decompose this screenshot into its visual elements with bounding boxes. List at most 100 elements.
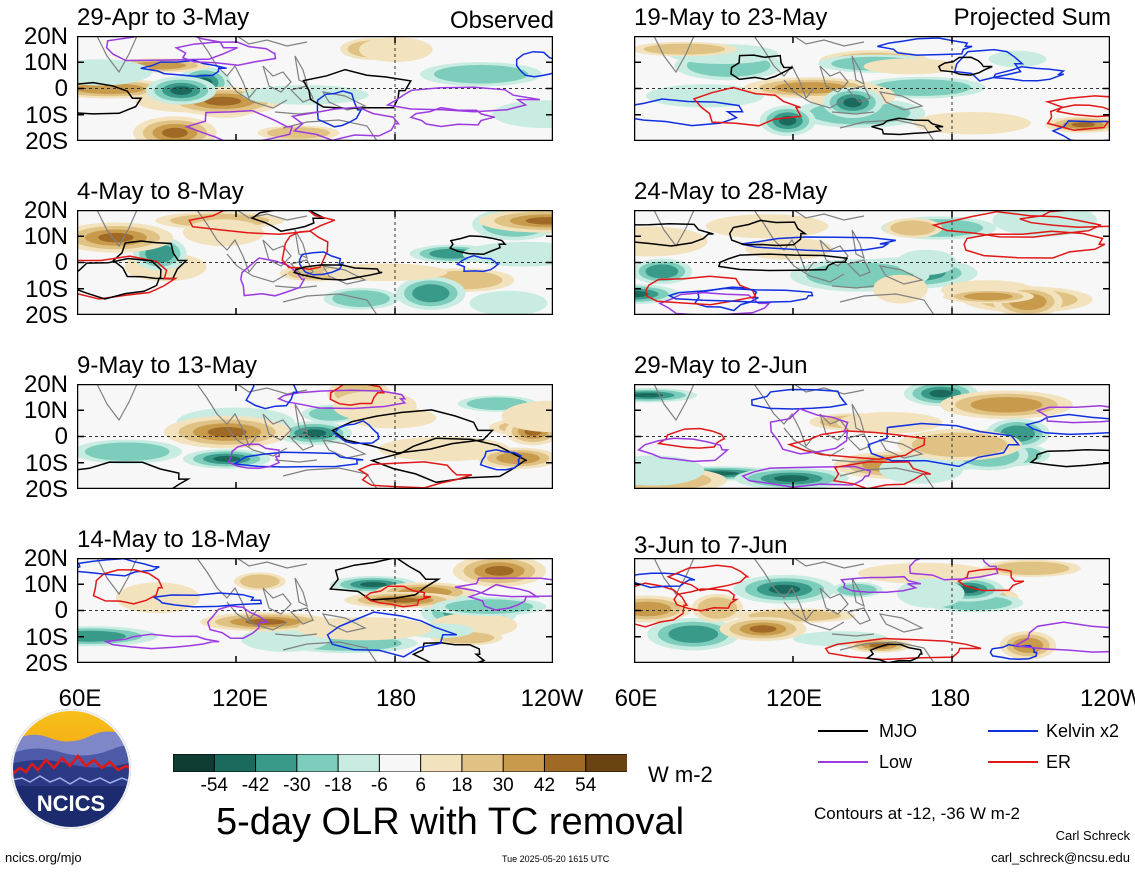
wave-contour: [151, 592, 263, 608]
wave-contour: [824, 637, 982, 661]
olr-anomaly-blob: [863, 58, 958, 75]
author-email[interactable]: carl_schreck@ncsu.edu: [991, 850, 1130, 865]
lat-tick: 20S: [25, 650, 68, 677]
wave-contour: [717, 253, 849, 272]
wave-contour: [188, 210, 336, 235]
wave-contour: [77, 81, 143, 115]
lat-tick: 20N: [23, 371, 68, 398]
wave-contour: [871, 117, 944, 136]
coastlines: [96, 558, 378, 663]
colorbar-tick-label: -54: [200, 775, 228, 796]
wave-contour: [937, 56, 993, 76]
wave-contour: [667, 287, 814, 304]
website-link[interactable]: ncics.org/mjo: [5, 850, 82, 865]
panel-title-1: 29-Apr to 3-May: [77, 4, 250, 31]
olr-anomaly-blob: [182, 219, 264, 247]
lat-tick: 0: [54, 249, 68, 276]
colorbar-swatch: [461, 753, 505, 773]
wave-contour: [751, 388, 848, 410]
lat-tick: 0: [54, 75, 68, 102]
olr-anomaly-blob: [469, 290, 548, 315]
wave-contour: [1029, 449, 1110, 468]
wave-contour: [454, 577, 553, 598]
lat-tick: 20S: [25, 476, 68, 503]
colorbar-tick-label: -6: [370, 775, 388, 796]
olr-anomaly-blob: [634, 455, 705, 486]
wave-contour: [666, 564, 750, 592]
wave-contour: [634, 572, 696, 589]
wave-contour: [316, 90, 363, 128]
wave-contour: [240, 257, 306, 297]
wave-contour: [92, 569, 164, 605]
olr-anomaly-blob: [634, 393, 664, 398]
contours-note: Contours at -12, -36 W m-2: [814, 804, 1020, 823]
olr-anomaly-blob: [239, 574, 280, 589]
wave-contour: [656, 427, 726, 449]
lat-tick: 10N: [23, 49, 68, 76]
lon-tick: 120W: [520, 685, 584, 712]
wave-contour: [865, 643, 923, 663]
wave-contour: [329, 384, 386, 406]
wave-contour: [385, 86, 540, 113]
olr-anomaly-blob: [213, 455, 241, 462]
wave-contour: [673, 588, 739, 612]
olr-anomaly-blob: [964, 292, 1013, 301]
colorbar-tick-label: 6: [415, 775, 426, 796]
colorbar-tick-label: -30: [283, 775, 311, 796]
olr-anomaly-blob: [412, 284, 450, 303]
wave-contour: [741, 465, 872, 489]
legend-label-low: Low: [879, 752, 913, 772]
olr-anomaly-blob: [993, 561, 1070, 575]
wave-contour: [479, 449, 523, 471]
olr-anomaly-blob: [501, 400, 553, 433]
olr-anomaly-blob: [207, 427, 247, 438]
panel-title-3: 9-May to 13-May: [77, 352, 258, 379]
olr-anomaly-blob: [668, 625, 719, 643]
colorbar-units: W m-2: [648, 762, 713, 787]
olr-anomaly-blob: [645, 264, 679, 279]
projected-sum-label: Projected Sum: [953, 4, 1111, 31]
lat-tick: 10S: [25, 102, 68, 129]
olr-anomaly-blob: [634, 291, 649, 298]
main-title: 5-day OLR with TC removal: [215, 801, 685, 843]
wave-contour: [1024, 413, 1110, 436]
wave-contour: [448, 235, 507, 255]
lon-tick: 120W: [1080, 687, 1135, 711]
wave-contour: [1051, 120, 1110, 141]
olr-anomaly-blob: [359, 37, 433, 62]
wave-contour: [455, 254, 501, 273]
lat-tick: 10N: [23, 223, 68, 250]
wave-contour: [1046, 104, 1110, 132]
olr-anomaly-blob: [873, 79, 971, 96]
wave-contour: [227, 443, 281, 470]
colorbar-swatch: [255, 753, 298, 773]
wave-contour: [328, 558, 442, 601]
wave-contour: [466, 583, 540, 611]
colorbar-tick-label: 54: [575, 775, 597, 796]
logo-text: NCICS: [37, 791, 105, 816]
olr-map-panel: [77, 36, 553, 141]
lat-tick: 20N: [23, 545, 68, 572]
colorbar-tick-label: -42: [241, 775, 270, 796]
lon-tick: 60E: [58, 685, 102, 712]
wave-contour: [232, 451, 364, 468]
lat-tick: 10S: [25, 624, 68, 651]
lon-tick: 180: [929, 685, 971, 712]
olr-anomaly-blob: [360, 581, 387, 588]
olr-anomaly-blob: [1071, 122, 1096, 128]
colorbar-tick-label: 18: [451, 775, 473, 796]
panel-title-7: 29-May to 2-Jun: [634, 352, 808, 379]
colorbar-tick-label: 30: [492, 775, 514, 796]
wave-contour: [298, 251, 344, 276]
wave-contour: [206, 605, 270, 639]
wave-contour: [77, 257, 162, 300]
olr-anomaly-blob: [84, 442, 170, 461]
colorbar-swatch: [172, 753, 216, 773]
lat-tick: 20N: [23, 23, 68, 50]
wave-contour: [245, 384, 299, 410]
lon-tick: 120E: [211, 685, 269, 712]
wave-contour: [77, 255, 179, 300]
wave-contour: [740, 236, 896, 253]
olr-anomaly-blob: [869, 643, 890, 648]
lon-tick: 60E: [614, 685, 658, 712]
